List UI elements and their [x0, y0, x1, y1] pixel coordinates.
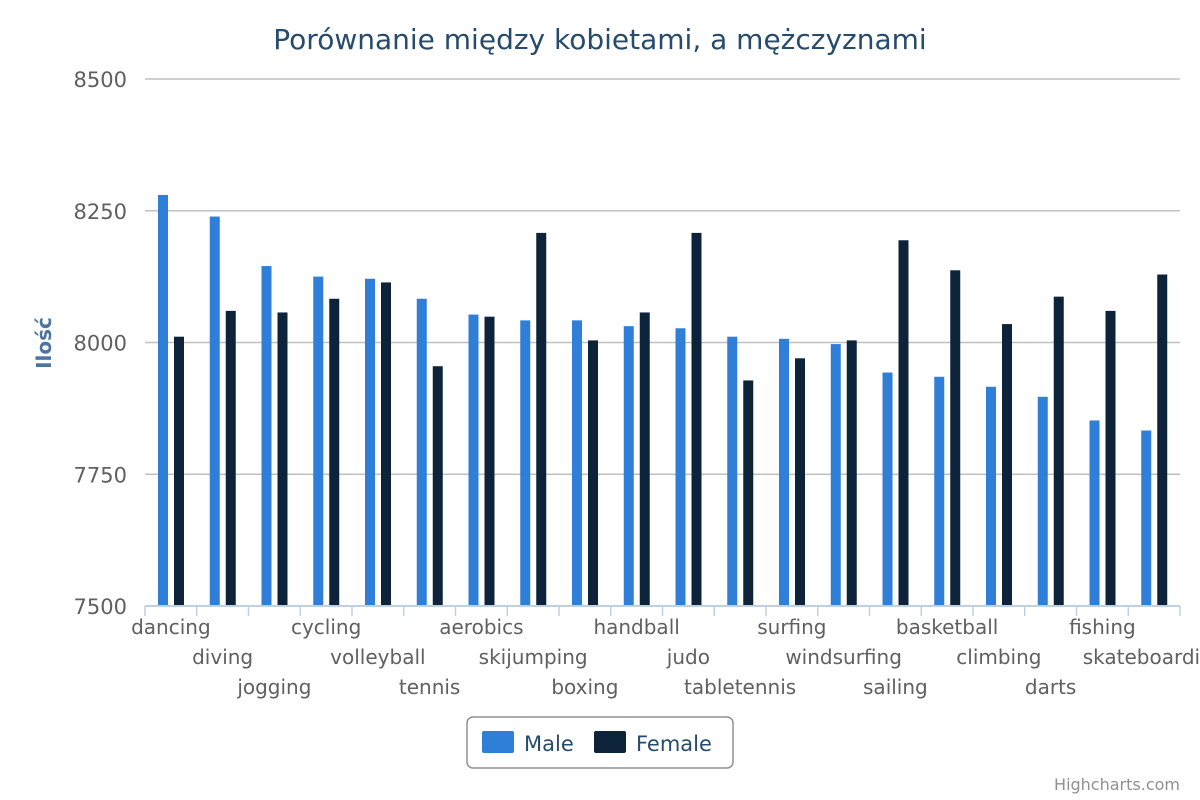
bar-female-surfing[interactable]	[795, 358, 805, 606]
bar-female-cycling[interactable]	[329, 298, 340, 606]
y-tick-label: 7500	[74, 595, 127, 619]
bar-female-darts[interactable]	[1053, 296, 1064, 606]
x-tick-label: boxing	[551, 675, 618, 699]
bar-male-skateboarding[interactable]	[1141, 430, 1152, 606]
x-tick-label: windsurfing	[785, 645, 902, 669]
legend-swatch-female	[594, 731, 626, 753]
bar-male-tabletennis[interactable]	[727, 336, 738, 606]
bar-male-boxing[interactable]	[572, 320, 582, 606]
bar-male-surfing[interactable]	[779, 338, 789, 606]
x-tick-label: climbing	[956, 645, 1041, 669]
bar-female-volleyball[interactable]	[381, 282, 391, 606]
bar-male-volleyball[interactable]	[365, 278, 375, 606]
bar-female-climbing[interactable]	[1002, 324, 1012, 606]
chart-title: Porównanie między kobietami, a mężczyzna…	[273, 23, 926, 56]
x-tick-label: darts	[1025, 675, 1076, 699]
legend-item-male[interactable]: Male	[482, 731, 574, 756]
y-axis-label: Ilość	[32, 317, 56, 369]
bar-male-tennis[interactable]	[416, 298, 427, 606]
bar-male-darts[interactable]	[1037, 396, 1048, 606]
bar-female-basketball[interactable]	[950, 270, 961, 606]
bar-female-diving[interactable]	[225, 310, 236, 606]
bar-female-judo[interactable]	[691, 232, 702, 606]
bar-male-handball[interactable]	[623, 326, 634, 606]
x-tick-label: sailing	[863, 675, 928, 699]
gridlines	[145, 78, 1180, 475]
bar-female-windsurfing[interactable]	[846, 340, 857, 606]
x-tick-label: surfing	[757, 615, 826, 639]
bar-male-jogging[interactable]	[261, 266, 272, 606]
y-tick-label: 8500	[74, 68, 127, 92]
x-tick-label: tabletennis	[684, 675, 796, 699]
bar-male-fishing[interactable]	[1089, 420, 1100, 606]
bar-female-tennis[interactable]	[432, 366, 443, 606]
bar-male-dancing[interactable]	[158, 194, 168, 606]
x-tick-label: dancing	[131, 615, 211, 639]
y-tick-label: 8250	[74, 200, 127, 224]
bar-male-diving[interactable]	[209, 216, 220, 606]
bar-female-dancing[interactable]	[174, 336, 184, 606]
x-tick-label: basketball	[896, 615, 998, 639]
x-tick-label: volleyball	[330, 645, 425, 669]
bar-female-skateboarding[interactable]	[1157, 274, 1168, 606]
legend-item-female[interactable]: Female	[594, 731, 712, 756]
x-tick-label: skijumping	[479, 645, 588, 669]
bar-male-climbing[interactable]	[986, 386, 996, 606]
bar-male-skijumping[interactable]	[520, 320, 531, 606]
bar-male-cycling[interactable]	[313, 276, 324, 606]
y-tick-label: 7750	[74, 463, 127, 487]
x-tick-label: skateboarding	[1083, 645, 1200, 669]
bar-male-judo[interactable]	[675, 328, 686, 606]
bar-male-sailing[interactable]	[882, 372, 893, 606]
x-tick-label: jogging	[236, 675, 311, 699]
bar-female-sailing[interactable]	[898, 240, 909, 606]
bar-female-tabletennis[interactable]	[743, 380, 754, 606]
bar-female-fishing[interactable]	[1105, 310, 1116, 606]
bar-female-skijumping[interactable]	[536, 232, 547, 606]
legend-swatch-male	[482, 731, 514, 753]
bar-female-aerobics[interactable]	[484, 316, 495, 606]
bars	[158, 194, 1168, 606]
y-axis-ticks: 7500 7750 8000 8250 8500	[74, 68, 127, 619]
credits-link[interactable]: Highcharts.com	[1054, 775, 1180, 794]
legend-label-male: Male	[524, 732, 574, 756]
legend: Male Female	[466, 716, 734, 769]
y-tick-label: 8000	[74, 332, 127, 356]
x-axis-labels: dancing diving jogging cycling volleyball ten…	[131, 615, 1200, 699]
x-tick-label: fishing	[1069, 615, 1136, 639]
x-tick-label: aerobics	[439, 615, 523, 639]
x-axis	[144, 605, 1181, 616]
bar-male-basketball[interactable]	[934, 376, 945, 606]
bar-male-aerobics[interactable]	[468, 314, 479, 606]
bar-female-boxing[interactable]	[588, 340, 598, 606]
x-tick-label: diving	[192, 645, 253, 669]
x-tick-label: cycling	[291, 615, 361, 639]
bar-female-handball[interactable]	[639, 312, 650, 606]
x-tick-label: tennis	[399, 675, 460, 699]
x-tick-label: handball	[593, 615, 679, 639]
legend-label-female: Female	[636, 732, 712, 756]
bar-female-jogging[interactable]	[277, 312, 288, 606]
x-tick-label: judo	[666, 645, 710, 669]
bar-male-windsurfing[interactable]	[830, 344, 841, 606]
